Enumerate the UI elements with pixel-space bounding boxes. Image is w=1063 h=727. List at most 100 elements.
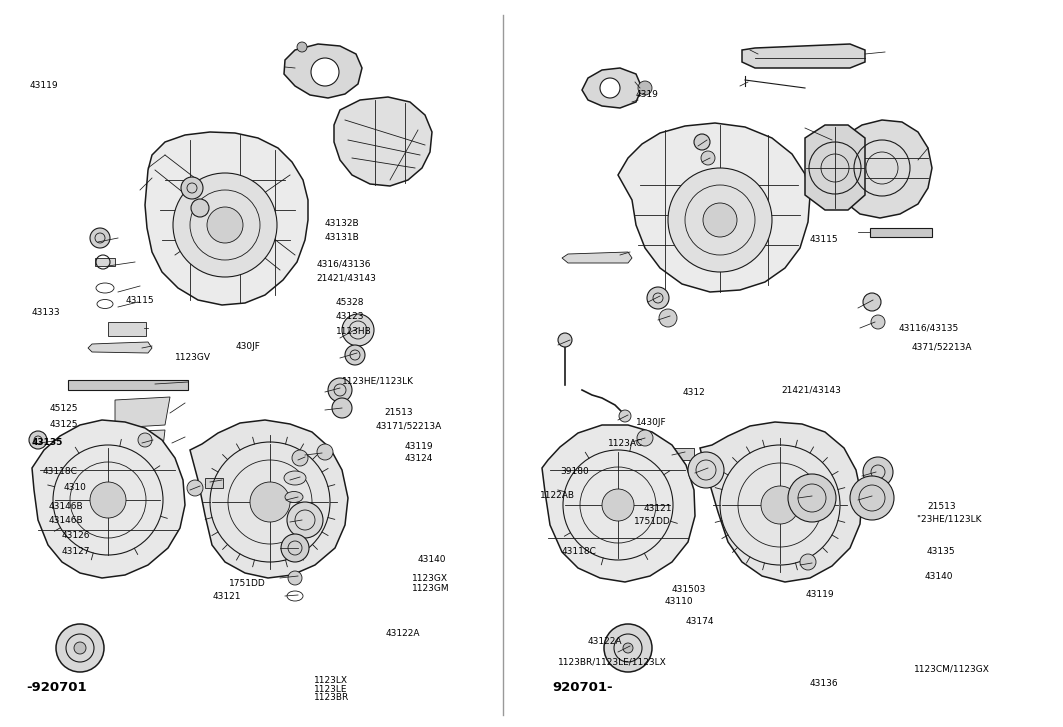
Text: 43116/43135: 43116/43135 xyxy=(898,324,959,332)
Circle shape xyxy=(90,482,126,518)
Text: 1123LE: 1123LE xyxy=(314,685,348,694)
Circle shape xyxy=(761,486,799,524)
Text: 43121: 43121 xyxy=(213,592,241,601)
Circle shape xyxy=(292,450,308,466)
Text: 1123GM: 1123GM xyxy=(412,585,450,593)
Circle shape xyxy=(863,293,881,311)
Text: 45125: 45125 xyxy=(50,404,79,413)
Circle shape xyxy=(647,287,669,309)
Text: 21421/43143: 21421/43143 xyxy=(317,273,376,282)
Circle shape xyxy=(250,482,290,522)
Circle shape xyxy=(668,168,772,272)
Text: 1122AB: 1122AB xyxy=(540,491,575,500)
Text: 43123: 43123 xyxy=(336,313,365,321)
Circle shape xyxy=(688,452,724,488)
Circle shape xyxy=(694,134,710,150)
Ellipse shape xyxy=(285,491,303,502)
Circle shape xyxy=(604,624,652,672)
Circle shape xyxy=(191,199,209,217)
Polygon shape xyxy=(542,425,695,582)
Circle shape xyxy=(317,444,333,460)
Bar xyxy=(68,380,188,390)
Polygon shape xyxy=(701,422,862,582)
Bar xyxy=(95,258,115,266)
Circle shape xyxy=(138,433,152,447)
Circle shape xyxy=(342,314,374,346)
Text: 4312: 4312 xyxy=(682,388,705,397)
Circle shape xyxy=(74,642,86,654)
Text: 43125: 43125 xyxy=(50,420,79,429)
Text: 43146B: 43146B xyxy=(49,516,84,525)
Text: 1123GV: 1123GV xyxy=(175,353,212,362)
Polygon shape xyxy=(742,44,865,68)
Circle shape xyxy=(90,228,109,248)
Circle shape xyxy=(602,489,634,521)
Text: 1751DD: 1751DD xyxy=(229,579,266,588)
Bar xyxy=(205,478,223,488)
Circle shape xyxy=(332,398,352,418)
Polygon shape xyxy=(115,430,165,456)
Text: 43140: 43140 xyxy=(925,572,954,581)
Circle shape xyxy=(288,571,302,585)
Polygon shape xyxy=(583,68,642,108)
Bar xyxy=(870,228,932,237)
Text: 43122A: 43122A xyxy=(588,637,622,646)
Text: 39180: 39180 xyxy=(560,467,589,475)
Text: 43126: 43126 xyxy=(62,531,90,539)
Circle shape xyxy=(29,431,47,449)
Text: 21421/43143: 21421/43143 xyxy=(781,385,841,394)
Circle shape xyxy=(659,309,677,327)
Text: 43119: 43119 xyxy=(30,81,58,90)
Text: 1430JF: 1430JF xyxy=(636,418,667,427)
Circle shape xyxy=(850,476,894,520)
Polygon shape xyxy=(618,123,810,292)
Text: 43115: 43115 xyxy=(125,296,154,305)
Polygon shape xyxy=(805,125,865,210)
Text: 43119: 43119 xyxy=(405,442,434,451)
Text: 43119: 43119 xyxy=(806,590,834,599)
Polygon shape xyxy=(145,132,308,305)
Circle shape xyxy=(623,643,632,653)
Polygon shape xyxy=(88,342,152,353)
Text: 1123LX: 1123LX xyxy=(314,676,348,685)
Polygon shape xyxy=(562,252,632,263)
Circle shape xyxy=(311,58,339,86)
Text: 43122A: 43122A xyxy=(386,630,420,638)
Circle shape xyxy=(800,554,816,570)
Text: 1123BR: 1123BR xyxy=(314,694,349,702)
Circle shape xyxy=(619,410,631,422)
Text: 1123BR/1123LE/1123LX: 1123BR/1123LE/1123LX xyxy=(558,657,667,666)
Circle shape xyxy=(207,207,243,243)
Ellipse shape xyxy=(284,471,306,485)
Text: 1123GX: 1123GX xyxy=(412,574,449,583)
Text: 4310: 4310 xyxy=(64,483,87,492)
Text: 1123HE/1123LK: 1123HE/1123LK xyxy=(342,377,415,385)
Text: 43140: 43140 xyxy=(418,555,446,564)
Text: 21513: 21513 xyxy=(927,502,956,511)
Text: 43133: 43133 xyxy=(32,308,61,317)
Circle shape xyxy=(187,480,203,496)
Text: 43132B: 43132B xyxy=(324,220,359,228)
Text: 4319: 4319 xyxy=(636,90,659,99)
Polygon shape xyxy=(190,420,348,578)
Bar xyxy=(108,322,146,336)
Text: 21513: 21513 xyxy=(385,409,414,417)
Text: ''23HE/1123LK: ''23HE/1123LK xyxy=(916,515,982,523)
Text: 43135: 43135 xyxy=(32,438,64,447)
Circle shape xyxy=(281,534,309,562)
Polygon shape xyxy=(115,397,170,428)
Text: 43124: 43124 xyxy=(405,454,434,462)
Polygon shape xyxy=(32,420,185,578)
Circle shape xyxy=(181,177,203,199)
Text: 43121: 43121 xyxy=(643,504,672,513)
Circle shape xyxy=(863,457,893,487)
Text: 43146B: 43146B xyxy=(49,502,84,511)
Circle shape xyxy=(638,81,652,95)
Text: 43127: 43127 xyxy=(62,547,90,555)
Circle shape xyxy=(871,315,885,329)
Text: 43171/52213A: 43171/52213A xyxy=(375,422,441,430)
Text: 43136: 43136 xyxy=(810,679,839,688)
Circle shape xyxy=(173,173,277,277)
Circle shape xyxy=(600,78,620,98)
Text: -920701: -920701 xyxy=(27,680,87,694)
